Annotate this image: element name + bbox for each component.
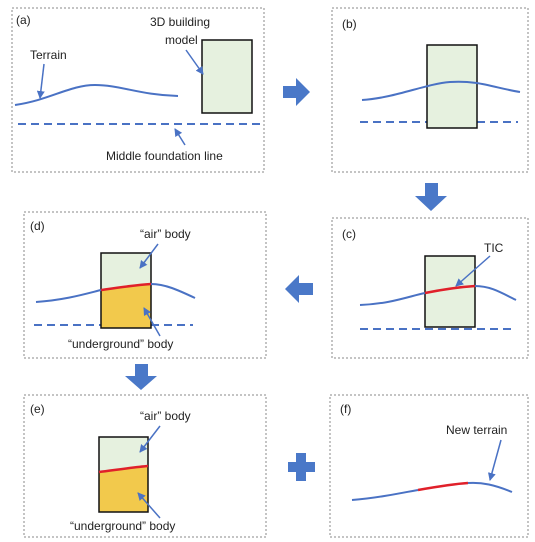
terrain-line-right — [151, 284, 195, 298]
underground-body — [99, 466, 148, 512]
panel-e: (e) “air” body “underground” body — [24, 395, 266, 537]
flow-arrow-down — [415, 183, 447, 211]
plus-icon — [288, 453, 315, 481]
building-model — [427, 45, 477, 128]
terrain-line-left — [36, 290, 101, 302]
panel-d: (d) “air” body “underground” body — [24, 212, 266, 358]
panel-d-label: (d) — [30, 219, 45, 233]
terrain-line-left — [360, 293, 425, 305]
building-pointer-arrow — [186, 50, 203, 74]
panel-b: (b) — [332, 8, 528, 172]
panel-c: (c) TIC — [332, 218, 528, 358]
underground-body-label: “underground” body — [68, 337, 173, 351]
new-terrain-line-right — [468, 483, 512, 492]
building-model — [202, 40, 252, 113]
panel-f-border — [330, 395, 528, 537]
tic-label: TIC — [484, 241, 504, 255]
panel-b-label: (b) — [342, 17, 357, 31]
terrain-line-right — [475, 286, 516, 300]
panel-e-label: (e) — [30, 402, 45, 416]
middle-foundation-label: Middle foundation line — [106, 149, 223, 163]
foundation-pointer-arrow — [175, 129, 185, 145]
underground-body — [101, 284, 151, 328]
new-terrain-label: New terrain — [446, 423, 507, 437]
underground-body-label: “underground” body — [70, 519, 175, 533]
panel-a: (a) Terrain 3D building model Middle fou… — [12, 8, 264, 172]
terrain-line — [15, 85, 178, 105]
building-label-line2: model — [165, 33, 198, 47]
panel-c-label: (c) — [342, 227, 356, 241]
flow-arrow-down — [125, 364, 157, 390]
air-body-label: “air” body — [140, 227, 191, 241]
panel-f: (f) New terrain — [330, 395, 528, 537]
terrain-label: Terrain — [30, 48, 67, 62]
new-terrain-pointer-arrow — [490, 440, 501, 480]
flow-arrow-left — [285, 275, 313, 303]
air-body-label: “air” body — [140, 409, 191, 423]
panel-a-label: (a) — [16, 13, 31, 27]
flow-arrow-right — [283, 78, 310, 106]
panel-f-label: (f) — [340, 402, 351, 416]
new-terrain-tic-segment — [418, 483, 468, 490]
building-label-line1: 3D building — [150, 15, 210, 29]
terrain-pointer-arrow — [40, 64, 44, 98]
new-terrain-line-left — [352, 490, 418, 500]
